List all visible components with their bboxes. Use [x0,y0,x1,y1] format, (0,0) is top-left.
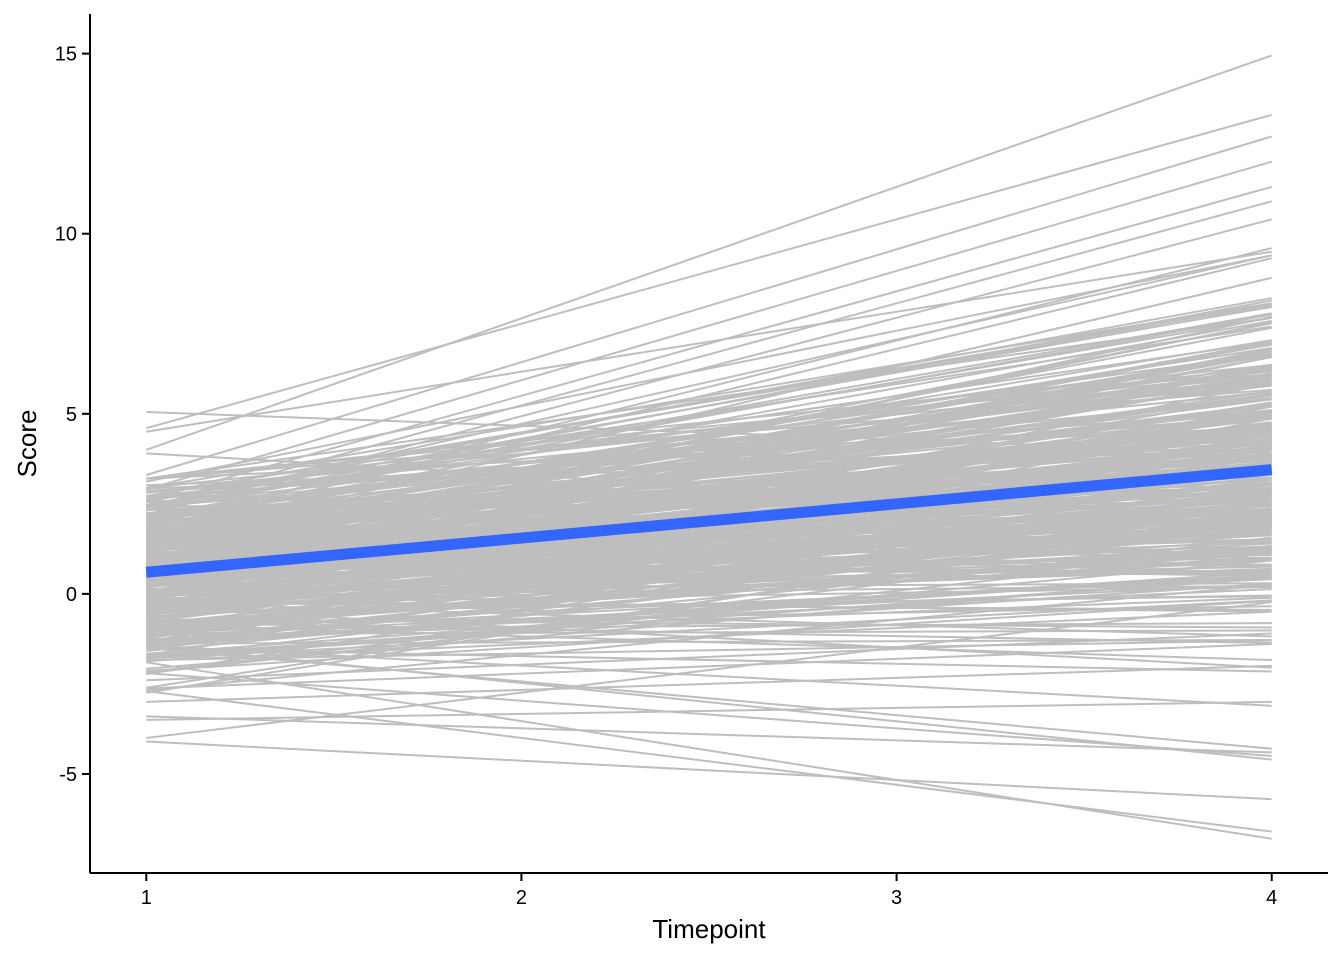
individual-trajectory-line [146,321,1272,554]
y-tick-label: -5 [59,764,77,786]
individual-trajectory-line [146,373,1272,480]
individual-trajectory-line [146,740,1272,801]
y-tick-label: 10 [55,224,77,246]
individual-trajectory-line [146,629,1272,635]
x-tick-label: 3 [891,887,902,909]
individual-trajectory-line [146,644,1272,707]
individual-trajectory-line [146,519,1272,551]
y-axis-title: Score [12,410,42,478]
individual-trajectory-line [145,135,1273,476]
individual-trajectory-line [146,200,1272,509]
individual-trajectory-line [146,700,1272,721]
individual-trajectory-line [146,315,1272,562]
mean-trajectory-line [145,464,1273,578]
x-tick-label: 2 [516,887,527,909]
individual-trajectory-line [146,381,1272,533]
individual-trajectory-line [146,397,1272,508]
individual-trajectory-line [146,632,1272,682]
y-axis-ticks: -5 0 5 10 15 [55,44,90,786]
individual-trajectory-line [146,536,1272,674]
individual-trajectory-line [146,504,1272,595]
individual-trajectories [145,54,1273,840]
individual-trajectory-line [146,398,1272,544]
individual-trajectory-line [146,218,1272,516]
individual-trajectory-line [146,646,1272,750]
individual-trajectory-line [146,599,1272,660]
x-tick-label: 4 [1266,887,1277,909]
individual-trajectory-line [146,582,1272,659]
individual-trajectory-line [146,113,1272,430]
individual-trajectory-line [146,583,1272,638]
x-axis-title: Timepoint [652,914,766,944]
individual-trajectory-line [146,606,1272,669]
axes: 1 2 3 4 -5 0 5 10 15 [55,14,1328,909]
individual-trajectory-line [145,160,1273,491]
y-tick-label: 5 [66,404,77,426]
individual-trajectory-line [146,664,1272,703]
individual-trajectory-line [146,413,1272,602]
y-tick-label: 0 [66,584,77,606]
individual-trajectory-line [146,495,1272,594]
individual-trajectory-line [146,715,1272,754]
individual-trajectory-line [146,452,1272,520]
individual-trajectory-line [146,570,1272,655]
individual-trajectory-line [146,456,1272,520]
y-tick-label: 15 [55,44,77,66]
individual-trajectory-line [146,254,1272,483]
individual-trajectory-line [146,672,1272,757]
individual-trajectory-line [146,623,1272,662]
mean-trajectory-layer [145,464,1273,578]
individual-trajectory-line [146,250,1272,433]
x-tick-label: 1 [141,887,152,909]
individual-trajectory-line [146,325,1272,501]
individual-trajectory-line [146,690,1272,833]
individual-trajectory-line [146,500,1272,609]
individual-trajectory-line [146,610,1272,662]
individual-trajectory-line [146,437,1272,643]
x-axis-ticks: 1 2 3 4 [141,873,1277,909]
individual-trajectory-line [146,313,1272,518]
individual-trajectory-line [146,372,1272,568]
individual-trajectory-line [146,558,1272,627]
individual-trajectory-line [145,54,1273,451]
individual-trajectory-line [146,316,1272,480]
individual-trajectory-line [146,353,1272,534]
individual-trajectory-line [146,247,1272,527]
individual-trajectory-line [146,643,1272,690]
individual-trajectory-line [146,639,1272,662]
individual-trajectory-line [146,618,1272,629]
individual-trajectory-line [146,661,1272,840]
individual-trajectory-line [146,257,1272,532]
individual-trajectory-line [146,576,1272,659]
individual-trajectory-line [146,417,1272,644]
individual-trajectory-line [146,185,1272,502]
